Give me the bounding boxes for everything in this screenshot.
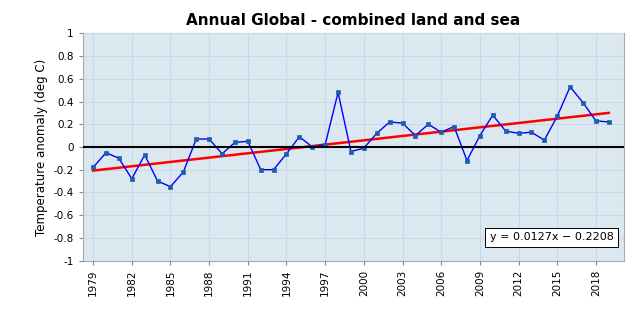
Title: Annual Global - combined land and sea: Annual Global - combined land and sea <box>187 13 520 28</box>
Text: y = 0.0127x − 0.2208: y = 0.0127x − 0.2208 <box>490 232 613 242</box>
Y-axis label: Temperature anomaly (deg C): Temperature anomaly (deg C) <box>35 58 48 235</box>
